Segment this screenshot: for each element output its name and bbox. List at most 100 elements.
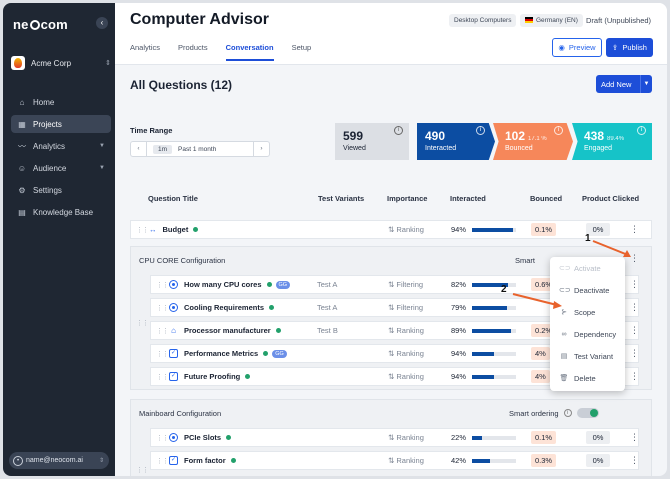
tab-analytics[interactable]: Analytics <box>130 43 161 52</box>
interacted-bar <box>472 374 517 379</box>
info-icon[interactable]: i <box>563 409 572 417</box>
interacted-bar-fill <box>472 227 514 232</box>
table-row[interactable]: ⋮⋮ ✓ Form factor ⇅ Ranking 42% 0.3% 0% ⋮ <box>150 451 639 470</box>
question-title: ✓ Form factor <box>169 456 236 465</box>
category-chip: Desktop Computers <box>449 14 517 27</box>
home-icon: ⌂ <box>19 97 25 107</box>
chart-line-icon: 〰 <box>18 141 26 151</box>
interacted-value: 94% <box>451 349 467 358</box>
more-options-icon[interactable]: ⋮ <box>630 279 639 289</box>
drag-handle-icon[interactable]: ⋮⋮ <box>156 373 169 381</box>
gg-badge: GG <box>275 280 291 289</box>
interacted: 94% <box>451 372 517 381</box>
table-row[interactable]: ⋮⋮ ✓ Performance Metrics GG ⇅ Ranking 94… <box>150 344 639 363</box>
tab-setup[interactable]: Setup <box>291 43 312 52</box>
more-options-icon[interactable]: ⋮ <box>630 302 639 312</box>
drag-handle-icon[interactable]: ⋮⋮ <box>156 281 169 289</box>
importance-value: Ranking <box>396 456 424 465</box>
importance: ⇅ Ranking <box>388 225 424 234</box>
sidebar-item-projects[interactable]: ▦ Projects <box>11 115 111 133</box>
org-switcher[interactable]: Acme Corp ⇕ <box>11 53 111 73</box>
smart-ordering-label: Smart ordering <box>509 408 559 418</box>
publish-button[interactable]: ⇪ Publish <box>606 38 653 57</box>
neocom-logo[interactable]: ne com <box>13 17 68 32</box>
chevron-down-icon[interactable]: ▼ <box>640 75 652 93</box>
tab-conversation[interactable]: Conversation <box>225 43 274 61</box>
drag-handle-icon[interactable]: ⋮⋮ <box>136 467 149 474</box>
add-new-button[interactable]: Add New ▼ <box>596 75 652 93</box>
menu-item-test-variant[interactable]: ▤ Test Variant <box>550 345 625 367</box>
drag-handle-icon[interactable]: ⋮⋮ <box>156 304 169 312</box>
preview-button[interactable]: ◉ Preview <box>552 38 602 57</box>
more-options-icon[interactable]: ⋮ <box>630 371 639 381</box>
table-row[interactable]: ⋮⋮ ⌂ Processor manufacturer Test B ⇅ Ran… <box>150 321 639 340</box>
importance: ⇅ Ranking <box>388 372 424 381</box>
interacted-value: 89% <box>451 326 467 335</box>
sidebar-item-analytics[interactable]: 〰 Analytics ▼ <box>11 137 111 155</box>
smart-ordering-toggle[interactable] <box>576 408 599 418</box>
sort-icon: ⇅ <box>388 372 397 381</box>
checkbox-question-icon: ✓ <box>169 456 178 465</box>
drag-handle-icon[interactable]: ⋮⋮ <box>136 226 149 234</box>
stat-engaged-pct: 89.4% <box>607 136 625 142</box>
tab-products[interactable]: Products <box>178 43 208 52</box>
more-options-icon[interactable]: ⋮ <box>630 432 639 442</box>
interacted-bar <box>472 351 517 356</box>
table-row[interactable]: ⋮⋮ Cooling Requirements Test A ⇅ Filteri… <box>150 298 639 317</box>
annotation-step-1: 1 <box>585 233 591 244</box>
table-row[interactable]: ⋮⋮ How many CPU cores GG Test A ⇅ Filter… <box>150 275 639 294</box>
active-status-dot <box>230 458 236 463</box>
menu-item-delete[interactable]: 🗑 Delete <box>550 367 625 389</box>
drag-handle-icon[interactable]: ⋮⋮ <box>156 434 169 442</box>
info-icon[interactable]: i <box>394 126 403 135</box>
more-options-icon[interactable]: ⋮ <box>630 455 639 465</box>
publish-label: Publish <box>622 43 647 52</box>
drag-handle-icon[interactable]: ⋮⋮ <box>156 327 169 335</box>
table-row[interactable]: ⋮⋮ PCIe Slots ⇅ Ranking 22% 0.1% 0% ⋮ <box>150 428 639 447</box>
user-menu[interactable]: • name@neocom.ai ⇕ <box>9 452 109 469</box>
radio-question-icon <box>169 280 178 289</box>
interacted-bar <box>472 227 517 232</box>
interacted-value: 42% <box>451 456 467 465</box>
sidebar-item-knowledge-base[interactable]: ▤ Knowledge Base <box>11 203 111 221</box>
more-options-icon[interactable]: ⋮ <box>630 348 639 358</box>
info-icon[interactable]: i <box>554 126 563 135</box>
more-options-icon[interactable]: ⋮ <box>630 224 639 234</box>
time-range-picker[interactable]: ‹ 1m Past 1 month › <box>130 141 270 157</box>
test-variant: Test A <box>317 303 338 312</box>
drag-handle-icon[interactable]: ⋮⋮ <box>136 320 149 327</box>
active-status-dot <box>269 305 275 310</box>
menu-item-deactivate[interactable]: ⊂⊃ Deactivate <box>550 279 625 301</box>
menu-item-label: Test Variant <box>574 351 614 361</box>
drag-handle-icon[interactable]: ⋮⋮ <box>156 350 169 358</box>
upload-icon: ⇪ <box>612 43 619 52</box>
drag-handle-icon[interactable]: ⋮⋮ <box>156 457 169 465</box>
interacted-value: 94% <box>451 372 467 381</box>
table-header: Question Title Test Variants Importance … <box>130 192 652 206</box>
info-icon[interactable]: i <box>476 126 485 135</box>
sidebar-item-audience[interactable]: ☺ Audience ▼ <box>11 159 111 177</box>
sidebar-item-home[interactable]: ⌂ Home <box>11 93 111 111</box>
active-status-dot <box>275 328 281 333</box>
locale-label: Germany (EN) <box>536 17 578 24</box>
more-options-icon[interactable]: ⋮ <box>630 325 639 335</box>
interacted-bar-fill <box>472 374 495 379</box>
col-test-variants: Test Variants <box>318 194 365 203</box>
collapse-sidebar-button[interactable]: ‹ <box>96 17 108 29</box>
importance-value: Ranking <box>396 225 424 234</box>
interacted: 89% <box>451 326 517 335</box>
more-options-icon[interactable]: ⋮ <box>630 253 639 263</box>
toggle-off-icon: ⊂⊃ <box>559 287 571 294</box>
table-row[interactable]: ⋮⋮ ↔ Budget ⇅ Ranking 94% 0.1% 0% ⋮ <box>130 220 652 239</box>
chevron-left-icon[interactable]: ‹ <box>131 142 147 156</box>
table-row[interactable]: ⋮⋮ ✓ Future Proofing ⇅ Ranking 94% 4% ⋮ <box>150 367 639 386</box>
menu-item-activate[interactable]: ⊂⊃ Activate <box>550 257 625 279</box>
sort-icon: ⇅ <box>388 433 397 442</box>
info-icon[interactable]: i <box>637 126 646 135</box>
importance: ⇅ Filtering <box>388 303 423 312</box>
chevron-right-icon[interactable]: › <box>253 142 269 156</box>
menu-item-scope[interactable]: ⊱ Scope <box>550 301 625 323</box>
menu-item-dependency[interactable]: ∞ Dependency <box>550 323 625 345</box>
sidebar-item-label: Settings <box>33 185 62 195</box>
sidebar-item-settings[interactable]: ⚙ Settings <box>11 181 111 199</box>
